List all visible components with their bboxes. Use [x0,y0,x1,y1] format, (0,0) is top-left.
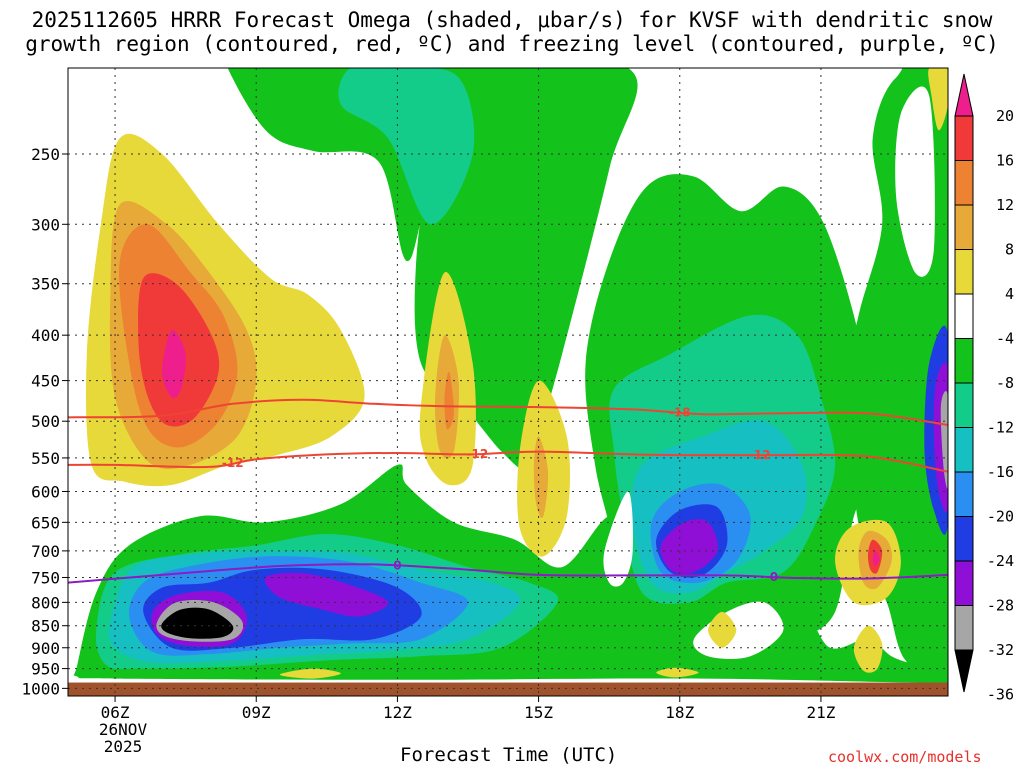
colorbar-label: -4 [996,330,1014,348]
contour-freezing-0 [68,563,948,584]
colorbar-swatch [954,338,974,384]
contour-label: 0 [393,559,401,573]
omega-region-yellow-plume-5 [853,625,883,673]
colorbar-label: 20 [996,107,1014,125]
colorbar-swatch [954,560,974,606]
colorbar-label: -28 [987,597,1014,615]
contour-dendritic-12 [68,450,948,473]
colorbar-label: -8 [996,374,1014,392]
omega-region-purple-2 [264,572,389,617]
colorbar-swatch [954,73,974,117]
colorbar-swatch [954,471,974,517]
omega-region-orange-plume-3 [533,436,549,518]
chart-title-line1: 2025112605 HRRR Forecast Omega (shaded, … [31,8,993,32]
y-tick-label: 850 [31,617,60,636]
omega-shaded-field [68,68,948,696]
y-tick-label: 400 [31,326,60,345]
colorbar-label: -16 [987,463,1014,481]
omega-region-corner-yellow [928,68,948,131]
contour-label: 0 [770,570,778,584]
colorbar-swatch [954,115,974,161]
colorbar-swatch [954,382,974,428]
x-tick-label: 12Z [383,703,412,722]
contour-label: -12 [467,447,489,461]
colorbar-label: -32 [987,641,1014,659]
x-axis-label: Forecast Time (UTC) [400,744,618,766]
omega-region-edge-grey [940,391,948,489]
colorbar-label: 8 [1005,241,1014,259]
y-tick-label: 600 [31,482,60,501]
y-tick-label: 250 [31,145,60,164]
colorbar: 20 16 12 8 4 -4 -8 -12 -16 -20 -24 -28 -32 -36 [954,73,1014,704]
colorbar-label: -36 [987,686,1014,704]
contour-label: -12 [222,456,244,470]
x-tick-label: 06Z [101,703,130,722]
omega-region-low-black [161,607,234,639]
colorbar-swatch [954,605,974,651]
y-tick-label: 300 [31,215,60,234]
x-tick-label: 21Z [806,703,835,722]
contour-label: -12 [749,448,771,462]
colorbar-label: -24 [987,552,1014,570]
y-tick-label: 950 [31,660,60,679]
omega-region-white-gap-2 [693,601,784,659]
contour-dendritic-18 [68,398,948,426]
date-label-day: 26NOV [98,720,148,739]
omega-region-pink-core [162,329,186,399]
omega-region-upper-teal [338,68,475,225]
y-tick-label: 700 [31,542,60,561]
x-axis: 06Z 09Z 12Z 15Z 18Z 21Z [101,696,836,722]
omega-region-white-gap [603,491,633,587]
chart-title-line2: growth region (contoured, red, ºC) and f… [25,32,999,56]
colorbar-label: 12 [996,196,1014,214]
y-tick-label: 750 [31,568,60,587]
x-tick-label: 18Z [665,703,694,722]
y-tick-label: 650 [31,513,60,532]
colorbar-label: -12 [987,419,1014,437]
y-tick-label: 900 [31,639,60,658]
y-axis: 250 300 350 400 450 500 550 600 650 700 750 800 850 9… [21,145,68,698]
contour-label: -18 [669,406,691,420]
omega-region-yellow-sfc [279,668,341,679]
colorbar-label: 16 [996,152,1014,170]
omega-region-orange-core-2 [444,371,454,430]
y-tick-label: 1000 [21,679,60,698]
omega-region-yellow-plume-6 [708,611,737,648]
colorbar-label: 4 [1005,285,1014,303]
y-tick-label: 800 [31,593,60,612]
colorbar-swatch [954,649,974,693]
x-tick-label: 15Z [524,703,553,722]
y-tick-label: 500 [31,412,60,431]
colorbar-swatch [954,204,974,250]
plot-frame [67,67,949,697]
colorbar-swatch [954,249,974,295]
date-label-year: 2025 [103,737,143,756]
temperature-contours: -12 -12 -12 -18 0 0 [68,398,948,584]
colorbar-label: -20 [987,508,1014,526]
omega-region-right-white [895,86,935,277]
y-tick-label: 550 [31,449,60,468]
ground-surface [68,682,948,696]
y-tick-label: 450 [31,372,60,391]
colorbar-swatch [954,427,974,473]
credit-link[interactable]: coolwx.com/models [828,748,982,766]
colorbar-swatch [954,293,974,339]
omega-region-pink-plume-4 [872,550,880,566]
colorbar-swatch [954,160,974,206]
colorbar-swatch [954,516,974,562]
omega-region-mid-purple [660,519,718,575]
x-tick-label: 09Z [242,703,271,722]
y-tick-label: 350 [31,275,60,294]
omega-region-yellow-sfc-2 [656,667,699,678]
